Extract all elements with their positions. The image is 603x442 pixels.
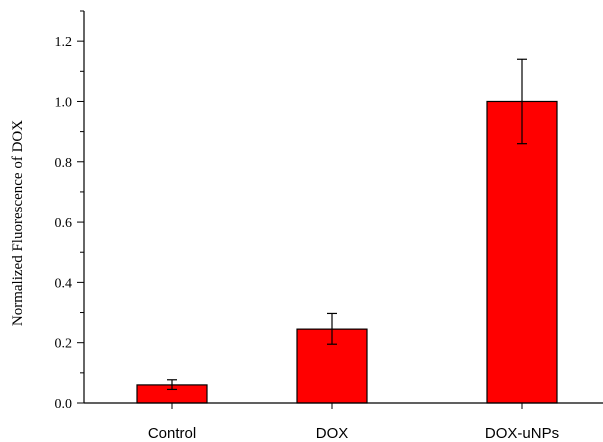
- error-bar-dox: [327, 312, 337, 345]
- y-tick-label: 0.0: [55, 397, 73, 412]
- y-tick-label: 0.6: [55, 216, 73, 231]
- y-tick-label: 0.8: [55, 156, 73, 171]
- y-axis-title: Normalized Fluorescence of DOX: [10, 120, 26, 326]
- bar-dox-unps: [486, 100, 558, 404]
- y-tick-label: 0.4: [55, 276, 73, 291]
- y-tick-label: 1.0: [55, 95, 73, 110]
- x-tick-label: DOX: [316, 425, 349, 442]
- x-tick-label: Control: [148, 425, 196, 442]
- y-tick-label: 0.2: [55, 337, 73, 352]
- error-bar-dox-unps: [517, 58, 527, 145]
- error-bar-control: [167, 379, 177, 391]
- x-tick-label: DOX-uNPs: [485, 425, 559, 442]
- y-tick-label: 1.2: [55, 35, 73, 50]
